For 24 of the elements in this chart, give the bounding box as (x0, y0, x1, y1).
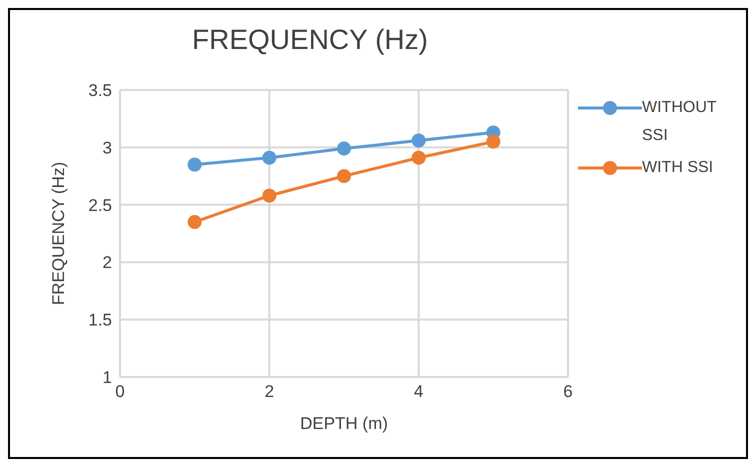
x-tick-label: 0 (115, 382, 125, 402)
point (337, 142, 351, 156)
y-tick-label: 2 (102, 253, 112, 272)
y-tick-label: 3 (102, 138, 112, 158)
point (486, 134, 500, 149)
point (412, 134, 426, 148)
point (337, 169, 351, 184)
y-tick-label: 3.5 (88, 81, 112, 100)
x-tick-label: 4 (414, 382, 424, 402)
point (188, 215, 202, 230)
point (412, 150, 426, 165)
point (188, 158, 202, 172)
x-axis-title: DEPTH (m) (300, 414, 388, 433)
x-tick-label: 6 (563, 382, 573, 402)
y-axis-title: FREQUENCY (Hz) (49, 162, 68, 306)
legend-label: WITH SSI (642, 158, 714, 178)
legend-label: WITHOUT SSI (642, 98, 718, 146)
chart-title: FREQUENCY (Hz) (191, 24, 429, 56)
point (262, 150, 276, 165)
y-tick-label: 1 (102, 368, 112, 388)
x-tick-label: 2 (264, 382, 274, 402)
y-tick-label: 1.5 (88, 310, 112, 330)
point (262, 188, 276, 203)
y-tick-label: 2.5 (88, 196, 112, 215)
